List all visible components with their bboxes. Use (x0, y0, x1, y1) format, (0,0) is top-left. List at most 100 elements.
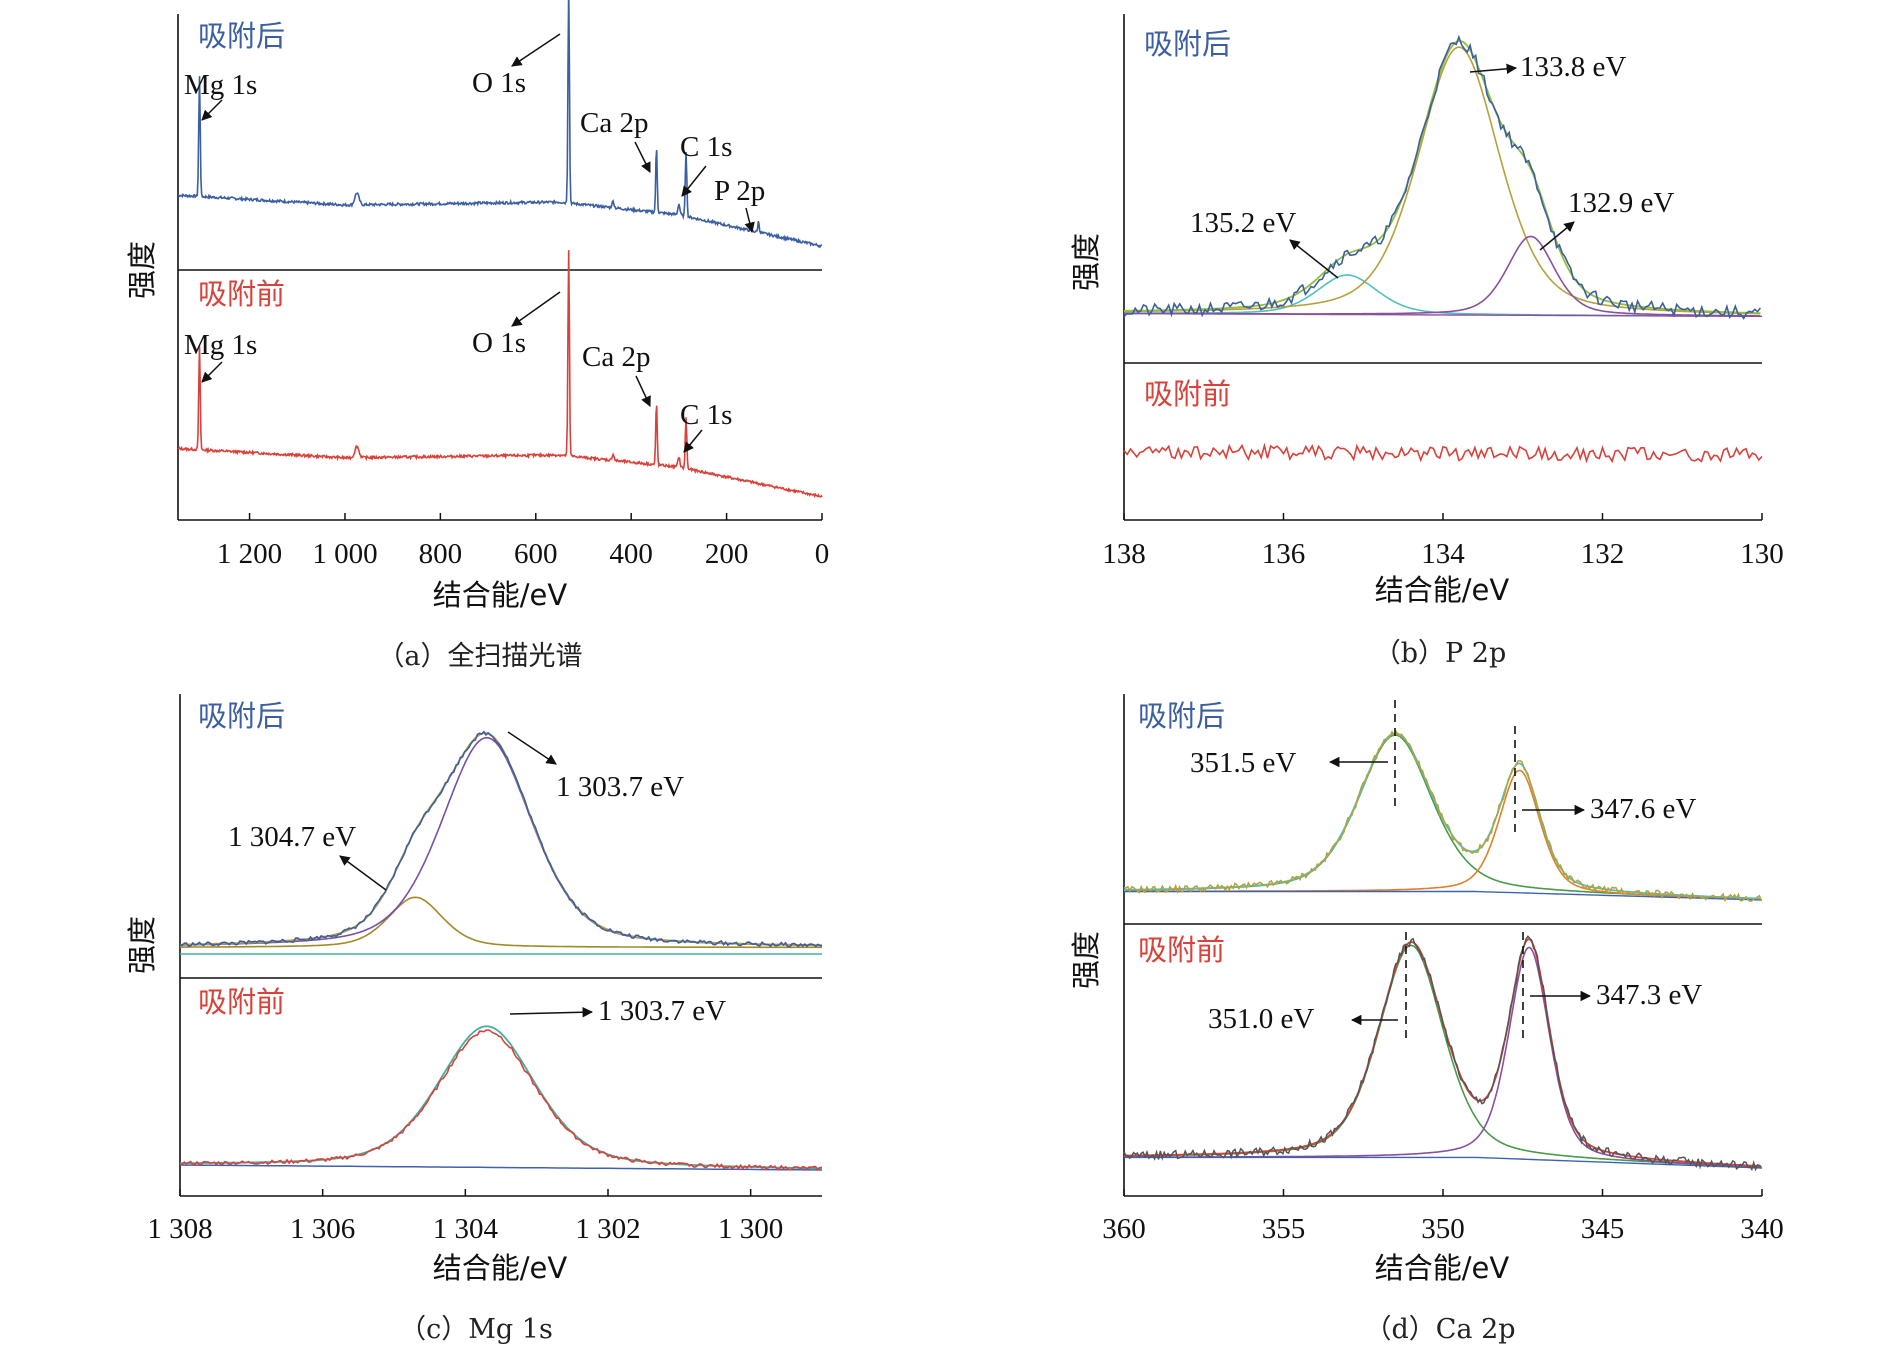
chart-d-panel-label-after: 吸附后 (1138, 699, 1225, 733)
chart-c-spectra (179, 730, 823, 1172)
chart-c-tick-label: 1 302 (575, 1213, 640, 1245)
chart-b-arrow-1352 (1289, 239, 1339, 279)
chart-a-series-after (177, 0, 823, 249)
chart-a-ann-o1s-before: O 1s (472, 327, 526, 359)
chart-c-ylabel: 强度 (125, 916, 159, 974)
chart-b-xlabel: 结合能/eV (1375, 573, 1510, 607)
chart-d-raw-after (1123, 729, 1763, 903)
chart-c-envelope-before (180, 1025, 822, 1170)
chart-d-ann-3510: 351.0 eV (1208, 1003, 1314, 1035)
chart-c-tick-label: 1 304 (433, 1213, 499, 1245)
chart-c-background-before (179, 1164, 823, 1171)
chart-c-ann-13037-before: 1 303.7 eV (598, 995, 726, 1027)
chart-c-xlabel: 结合能/eV (433, 1251, 568, 1285)
chart-a-tick-label: 400 (609, 538, 653, 570)
chart-a-arrow-mg1s-before (201, 361, 223, 383)
chart-a-ann-o1s-after: O 1s (472, 67, 526, 99)
chart-a-arrow-c1s-before (683, 429, 703, 453)
chart-d-ylabel: 强度 (1069, 931, 1103, 989)
chart-c-component (180, 896, 822, 949)
chart-a-panel-label-after: 吸附后 (198, 19, 285, 53)
chart-d: 360 355 350 345 340 吸附后 吸附前 强度 结合能/eV （d）Ca … (1069, 694, 1784, 1345)
chart-b-tick-label: 136 (1262, 538, 1306, 570)
chart-d-tick-label: 345 (1581, 1213, 1625, 1245)
chart-d-xlabel: 结合能/eV (1375, 1251, 1510, 1285)
chart-a-arrow-ca2p-after (634, 141, 651, 173)
chart-b-arrow-1329 (1539, 221, 1575, 251)
chart-b-component (1124, 235, 1761, 317)
chart-a-arrow-ca2p-before (635, 375, 651, 407)
chart-c-arrow-13037-after (507, 731, 557, 765)
chart-c-tick-label: 1 300 (718, 1213, 783, 1245)
chart-d-spectra (1123, 729, 1763, 1172)
chart-a-x-ticks: 1 200 1 000 800 600 400 200 0 (217, 513, 829, 570)
chart-a-axes (177, 14, 822, 521)
chart-b-component (1124, 46, 1761, 315)
chart-d-x-ticks: 360 355 350 345 340 (1102, 1189, 1784, 1245)
chart-c-caption: （c）Mg 1s (399, 1314, 553, 1345)
chart-b: 138 136 134 132 130 吸附后 吸附前 强度 结合能/eV （b）P 2… (1069, 14, 1784, 669)
chart-a-caption: （a）全扫描光谱 (377, 641, 582, 672)
chart-d-tick-label: 360 (1102, 1213, 1146, 1245)
chart-b-ann-1329: 132.9 eV (1568, 187, 1674, 219)
chart-a-arrow-c1s-after (681, 165, 707, 197)
chart-b-tick-label: 134 (1421, 538, 1465, 570)
chart-d-background-after (1124, 890, 1763, 901)
chart-a-panel-label-before: 吸附前 (198, 277, 285, 311)
chart-c-tick-label: 1 306 (290, 1213, 355, 1245)
chart-c: 1 308 1 306 1 304 1 302 1 300 吸附后 吸附前 强度 结合能… (125, 694, 823, 1345)
chart-a-tick-label: 200 (705, 538, 749, 570)
chart-a-ann-mg1s-before: Mg 1s (184, 329, 257, 361)
chart-d-ann-3515: 351.5 eV (1190, 747, 1296, 779)
chart-d-component-after (1124, 769, 1761, 901)
chart-a: 1 200 1 000 800 600 400 200 0 吸附后 吸附前 强度 结合能/e… (125, 0, 829, 672)
chart-d-ann-3473: 347.3 eV (1596, 979, 1702, 1011)
chart-b-panel-label-after: 吸附后 (1144, 27, 1231, 61)
chart-a-ann-p2p-after: P 2p (714, 175, 765, 207)
chart-c-raw-after (179, 730, 823, 948)
chart-b-x-ticks: 138 136 134 132 130 (1102, 513, 1784, 570)
chart-d-background-before (1124, 1156, 1763, 1169)
chart-d-caption: （d）Ca 2p (1364, 1314, 1515, 1345)
chart-c-ann-13037-after: 1 303.7 eV (556, 771, 684, 803)
chart-b-tick-label: 130 (1740, 538, 1784, 570)
chart-b-ann-1352: 135.2 eV (1190, 207, 1296, 239)
chart-c-x-ticks: 1 308 1 306 1 304 1 302 1 300 (147, 1189, 783, 1245)
chart-a-arrow-p2p-after (744, 207, 755, 234)
chart-b-raw-before (1123, 442, 1763, 464)
chart-d-tick-label: 340 (1740, 1213, 1784, 1245)
chart-a-ann-ca2p-after: Ca 2p (580, 107, 648, 139)
chart-a-spectra (177, 0, 823, 499)
chart-d-panel-label-before: 吸附前 (1138, 933, 1225, 967)
chart-b-background (1123, 312, 1763, 318)
chart-c-ann-13047: 1 304.7 eV (228, 821, 356, 853)
chart-a-ann-ca2p-before: Ca 2p (582, 341, 650, 373)
chart-a-ann-mg1s-after: Mg 1s (184, 69, 257, 101)
chart-a-ann-c1s-after: C 1s (680, 131, 732, 163)
chart-b-caption: （b）P 2p (1374, 638, 1507, 669)
chart-b-tick-label: 132 (1581, 538, 1625, 570)
chart-a-ann-c1s-before: C 1s (680, 399, 732, 431)
chart-c-arrow-13047 (339, 855, 387, 891)
chart-b-envelope (1123, 40, 1761, 314)
chart-c-arrow-13037-before (509, 1006, 594, 1018)
chart-b-ylabel: 强度 (1069, 233, 1103, 291)
chart-b-ann-1338: 133.8 eV (1520, 51, 1626, 83)
chart-a-arrow-mg1s-after (201, 99, 223, 121)
chart-b-raw-after (1123, 34, 1762, 320)
chart-d-tick-label: 355 (1262, 1213, 1306, 1245)
chart-b-tick-label: 138 (1102, 538, 1146, 570)
chart-a-tick-label: 800 (419, 538, 463, 570)
chart-d-envelope-before (1124, 938, 1761, 1167)
chart-a-tick-label: 1 000 (312, 538, 377, 570)
chart-d-tick-label: 350 (1421, 1213, 1465, 1245)
chart-a-ylabel: 强度 (125, 241, 159, 299)
chart-b-panel-label-before: 吸附前 (1144, 377, 1231, 411)
chart-a-tick-label: 0 (815, 538, 830, 570)
chart-a-series-before (177, 250, 823, 499)
chart-b-arrow-1338 (1469, 63, 1518, 75)
chart-b-spectra (1123, 34, 1763, 464)
chart-a-arrow-o1s-after (511, 33, 561, 67)
chart-c-raw-before (179, 1029, 822, 1172)
